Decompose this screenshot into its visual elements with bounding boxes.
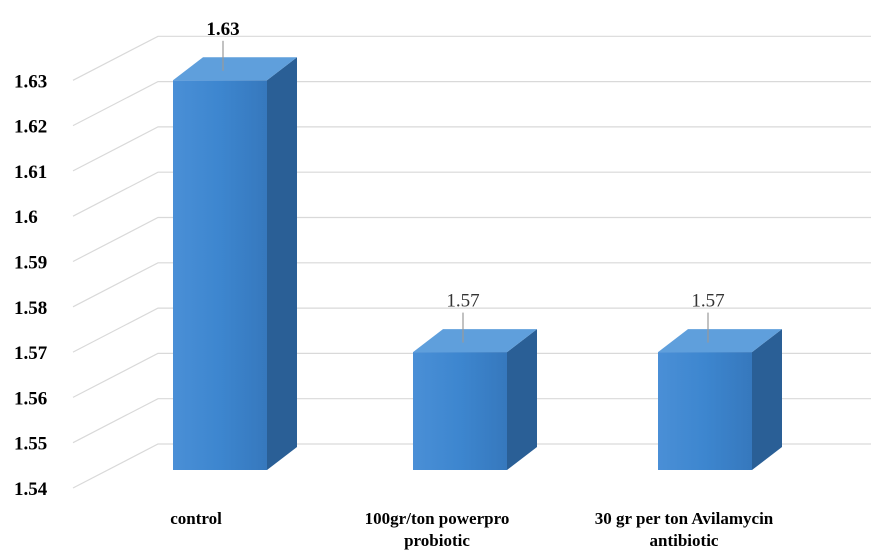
bar-front xyxy=(173,80,267,471)
y-tick-label: 1.61 xyxy=(14,162,47,183)
y-tick-label: 1.59 xyxy=(14,253,47,274)
x-axis-categories: control 100gr/ton powerpro probiotic 30 gr … xyxy=(170,509,774,550)
bar-side xyxy=(752,329,782,470)
gridline xyxy=(72,307,871,353)
gridlines xyxy=(72,35,871,489)
bar-top xyxy=(413,329,537,353)
gridline xyxy=(72,262,871,308)
gridline xyxy=(72,352,871,398)
bar-top xyxy=(173,57,297,81)
y-tick-label: 1.62 xyxy=(14,117,47,138)
y-tick-label: 1.58 xyxy=(14,298,47,319)
y-axis-ticks: 1.54 1.55 1.56 1.57 1.58 1.59 1.6 1.61 1.62 1.63 xyxy=(14,71,48,500)
gridline xyxy=(72,171,871,217)
gridline xyxy=(72,80,871,127)
bars: 1.63 1.57 1.57 xyxy=(173,19,782,471)
bar-side xyxy=(507,329,537,470)
gridline xyxy=(72,398,871,444)
data-label: 1.57 xyxy=(691,291,724,312)
y-tick-label: 1.57 xyxy=(14,343,48,364)
bar: 1.63 xyxy=(173,19,297,471)
bar-front xyxy=(658,352,752,470)
gridline xyxy=(72,35,871,81)
category-label: 100gr/ton powerpro probiotic xyxy=(365,509,510,550)
y-tick-label: 1.63 xyxy=(14,71,47,92)
data-label: 1.57 xyxy=(446,291,479,312)
gridline xyxy=(72,443,871,489)
bar: 1.57 xyxy=(413,291,537,470)
y-tick-label: 1.6 xyxy=(14,207,38,228)
category-label: control xyxy=(170,509,222,528)
y-tick-label: 1.55 xyxy=(14,434,47,455)
gridline xyxy=(72,126,871,172)
gridline xyxy=(72,216,871,263)
category-label: 30 gr per ton Avilamycin antibiotic xyxy=(595,509,774,550)
bar-front xyxy=(413,352,507,470)
y-tick-label: 1.54 xyxy=(14,479,48,500)
bar-side xyxy=(267,57,297,471)
bar-top xyxy=(658,329,782,353)
bar: 1.57 xyxy=(658,291,782,470)
y-tick-label: 1.56 xyxy=(14,388,47,409)
data-label: 1.63 xyxy=(206,19,239,40)
